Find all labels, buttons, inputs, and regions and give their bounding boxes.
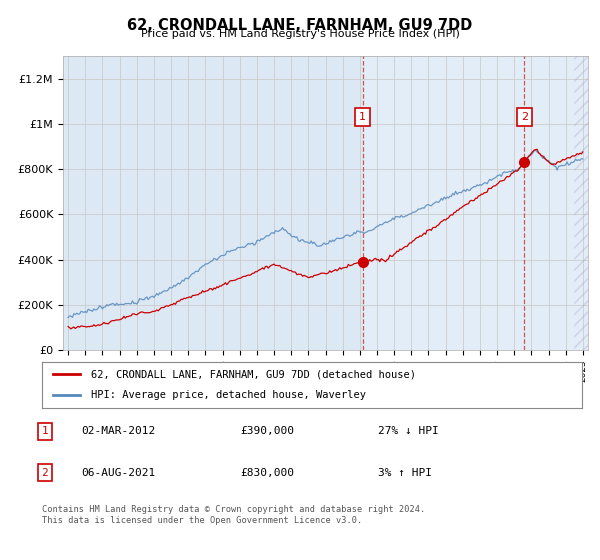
Text: 3% ↑ HPI: 3% ↑ HPI (378, 468, 432, 478)
Text: 1: 1 (359, 112, 366, 122)
Text: 02-MAR-2012: 02-MAR-2012 (81, 426, 155, 436)
Text: 06-AUG-2021: 06-AUG-2021 (81, 468, 155, 478)
Text: 62, CRONDALL LANE, FARNHAM, GU9 7DD (detached house): 62, CRONDALL LANE, FARNHAM, GU9 7DD (det… (91, 369, 416, 379)
Text: £830,000: £830,000 (240, 468, 294, 478)
Text: 1: 1 (41, 426, 49, 436)
Text: 2: 2 (521, 112, 528, 122)
Text: 27% ↓ HPI: 27% ↓ HPI (378, 426, 439, 436)
Bar (363, 56, 588, 350)
Text: Contains HM Land Registry data © Crown copyright and database right 2024.
This d: Contains HM Land Registry data © Crown c… (42, 505, 425, 525)
Text: 2: 2 (41, 468, 49, 478)
Bar (574, 56, 588, 350)
Text: HPI: Average price, detached house, Waverley: HPI: Average price, detached house, Wave… (91, 390, 365, 400)
Text: £390,000: £390,000 (240, 426, 294, 436)
Text: Price paid vs. HM Land Registry's House Price Index (HPI): Price paid vs. HM Land Registry's House … (140, 29, 460, 39)
Text: 62, CRONDALL LANE, FARNHAM, GU9 7DD: 62, CRONDALL LANE, FARNHAM, GU9 7DD (127, 18, 473, 34)
Bar (574, 56, 588, 350)
